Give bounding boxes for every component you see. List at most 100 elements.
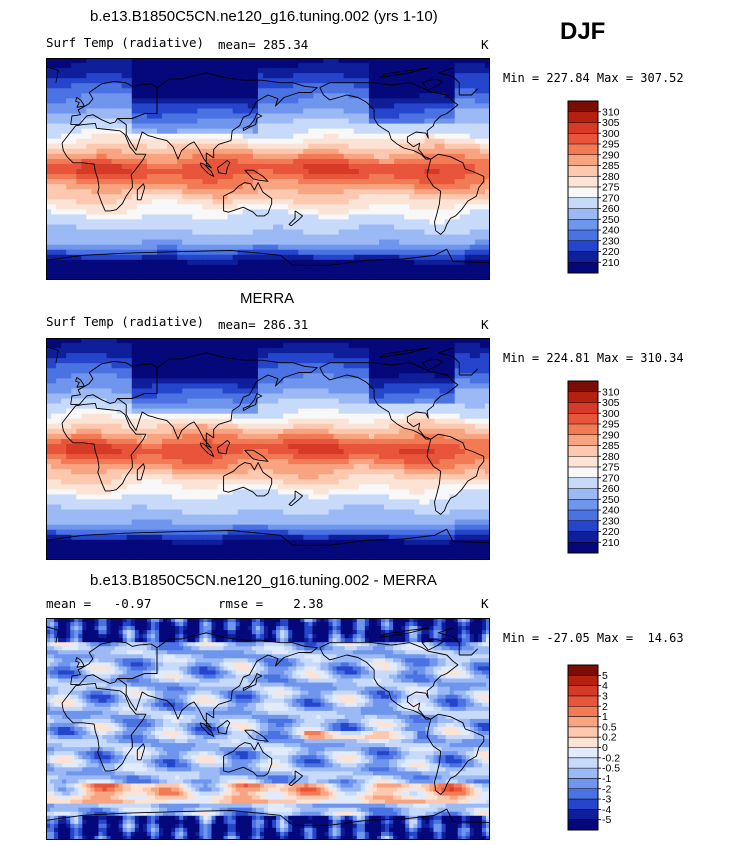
colorbar1-tick-label: 260: [602, 203, 620, 215]
panel1-title: b.e13.B1850C5CN.ne120_g16.tuning.002 (yr…: [90, 8, 438, 25]
panel3-coastline-newguinea: [244, 729, 269, 742]
colorbar2-tick-label: 285: [602, 440, 620, 452]
panel2-coastline-madagascar: [136, 463, 146, 481]
colorbar1-tick-label: 300: [602, 128, 620, 140]
colorbar2-tick-label: 250: [602, 494, 620, 506]
panel1-colorbar: 3103053002952902852802752702602502402302…: [567, 100, 620, 274]
colorbar1-tick-label: 240: [602, 225, 620, 237]
panel3-mean: mean = -0.97: [46, 596, 152, 611]
panel3-coastline-northamerica: [319, 642, 459, 720]
colorbar3-swatch-1: [568, 675, 598, 687]
colorbar2-tick-label: 300: [602, 408, 620, 420]
panel2-coastline-baffin: [421, 358, 444, 371]
colorbar3-tick-label: -0.2: [602, 752, 620, 764]
colorbar1-tick-label: 275: [602, 182, 620, 194]
colorbar1-tick-label: 305: [602, 117, 620, 129]
colorbar3-swatch-0: [568, 665, 598, 676]
colorbar3-swatch-8: [568, 747, 598, 759]
colorbar2-swatch-11: [568, 499, 598, 511]
colorbar3-swatch-7: [568, 737, 598, 748]
colorbar1-swatch-10: [568, 208, 598, 220]
colorbar2-swatch-15: [568, 542, 598, 554]
colorbar1-swatch-8: [568, 187, 598, 199]
colorbar2-tick-label: 310: [602, 386, 620, 398]
colorbar3-tick-label: 3: [602, 690, 608, 702]
colorbar1-swatch-11: [568, 219, 598, 231]
panel1-variable: Surf Temp (radiative): [46, 35, 205, 50]
colorbar1-tick-label: 295: [602, 139, 620, 151]
colorbar1-swatch-15: [568, 262, 598, 274]
panel2-coastline-uk: [75, 377, 85, 388]
panel1-coastline-asia: [117, 72, 318, 169]
colorbar1-swatch-1: [568, 111, 598, 123]
colorbar1-tick-label: 285: [602, 160, 620, 172]
colorbar1-tick-label: 210: [602, 257, 620, 269]
colorbar3-tick-label: 0.5: [602, 721, 617, 733]
colorbar1-tick-label: 310: [602, 106, 620, 118]
panel1-coastline-arcticis: [378, 67, 429, 79]
colorbar2-swatch-12: [568, 510, 598, 522]
colorbar2-tick-label: 210: [602, 537, 620, 549]
panel1-coastline-greenland: [46, 66, 479, 96]
colorbar2-swatch-7: [568, 456, 598, 468]
colorbar1-tick-label: 280: [602, 171, 620, 183]
panel1-coastline-australia: [223, 182, 273, 217]
colorbar2-tick-label: 280: [602, 451, 620, 463]
colorbar1-tick-label: 250: [602, 214, 620, 226]
colorbar3-tick-label: -3: [602, 794, 611, 806]
panel3-rmse: rmse = 2.38: [218, 596, 324, 611]
colorbar2-tick-label: 260: [602, 483, 620, 495]
panel2-coastline-newguinea: [244, 449, 269, 462]
colorbar2-tick-label: 270: [602, 472, 620, 484]
colorbar2-swatch-8: [568, 467, 598, 479]
panel1-coastline-europe: [70, 80, 158, 126]
panel3-coastline-japan: [242, 673, 263, 692]
colorbar2-swatch-13: [568, 520, 598, 532]
colorbar1-tick-label: 230: [602, 235, 620, 247]
panel2-coastline-antarctica: [46, 528, 490, 560]
panel3-coastline-borneo: [216, 719, 231, 735]
panel2-coastline-asia: [117, 352, 318, 449]
panel1-coastline-baffin: [421, 78, 444, 91]
panel2-coastline-borneo: [216, 439, 231, 455]
panel1-coastline-sumatra: [199, 162, 215, 177]
panel1-units: K: [481, 37, 489, 52]
panel3-coastline-newzealand: [288, 770, 303, 787]
panel3-coastline-sumatra: [199, 722, 215, 737]
colorbar3-tick-label: -4: [602, 804, 611, 816]
colorbar3-swatch-2: [568, 685, 598, 697]
colorbar2-tick-label: 275: [602, 462, 620, 474]
panel3-coastline-australia: [223, 742, 273, 777]
panel3-coastline-asia: [117, 632, 318, 729]
panel2-map: [46, 338, 490, 560]
panel2-minmax: Min = 224.81 Max = 310.34: [503, 351, 684, 365]
colorbar1-tick-label: 270: [602, 192, 620, 204]
panel1-minmax: Min = 227.84 Max = 307.52: [503, 71, 684, 85]
panel2-mean: mean= 286.31: [218, 317, 309, 332]
colorbar3-swatch-12: [568, 788, 598, 800]
colorbar3-tick-label: 4: [602, 680, 608, 692]
panel2-variable: Surf Temp (radiative): [46, 314, 205, 329]
colorbar3-tick-label: 2: [602, 701, 608, 713]
colorbar2-tick-label: 230: [602, 515, 620, 527]
colorbar3-tick-label: 1: [602, 711, 608, 723]
colorbar3-swatch-10: [568, 768, 598, 779]
colorbar3-tick-label: -5: [602, 814, 611, 826]
colorbar1-swatch-2: [568, 122, 598, 134]
colorbar1-swatch-14: [568, 251, 598, 263]
panel2-coastline-newzealand: [288, 490, 303, 507]
colorbar2-swatch-1: [568, 391, 598, 403]
colorbar3-tick-label: -0.5: [602, 763, 620, 775]
panel1-coastline-japan: [242, 113, 263, 132]
panel3-minmax: Min = -27.05 Max = 14.63: [503, 631, 684, 645]
panel3-coastline-africa: [61, 682, 147, 772]
colorbar3-swatch-14: [568, 809, 598, 821]
panel3-coastline-madagascar: [136, 743, 146, 761]
colorbar2-swatch-4: [568, 424, 598, 436]
colorbar1-swatch-9: [568, 197, 598, 209]
colorbar3-tick-label: -2: [602, 783, 611, 795]
colorbar1-swatch-12: [568, 230, 598, 242]
panel1-coastline-newguinea: [244, 169, 269, 182]
colorbar2-swatch-0: [568, 381, 598, 393]
